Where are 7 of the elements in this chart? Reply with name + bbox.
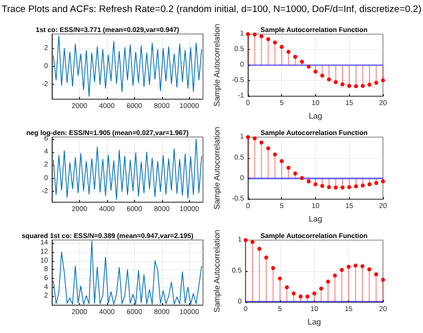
y-axis-title: Sample Autocorrelation — [212, 230, 222, 312]
y-axis-title: Sample Autocorrelation — [212, 126, 222, 210]
text: Trace Plots and ACFs: Refresh Rate=0.2 (random initial, d=100, N=1000, DoF/d=Inf, discretize=0.2) — [0, 4, 422, 15]
x-axis-title: Lag — [308, 214, 322, 224]
x-axis-title: Lag — [308, 318, 321, 326]
x-axis-title: Lag — [308, 112, 322, 120]
y-axis-title: Sample Autocorrelation — [212, 24, 222, 106]
